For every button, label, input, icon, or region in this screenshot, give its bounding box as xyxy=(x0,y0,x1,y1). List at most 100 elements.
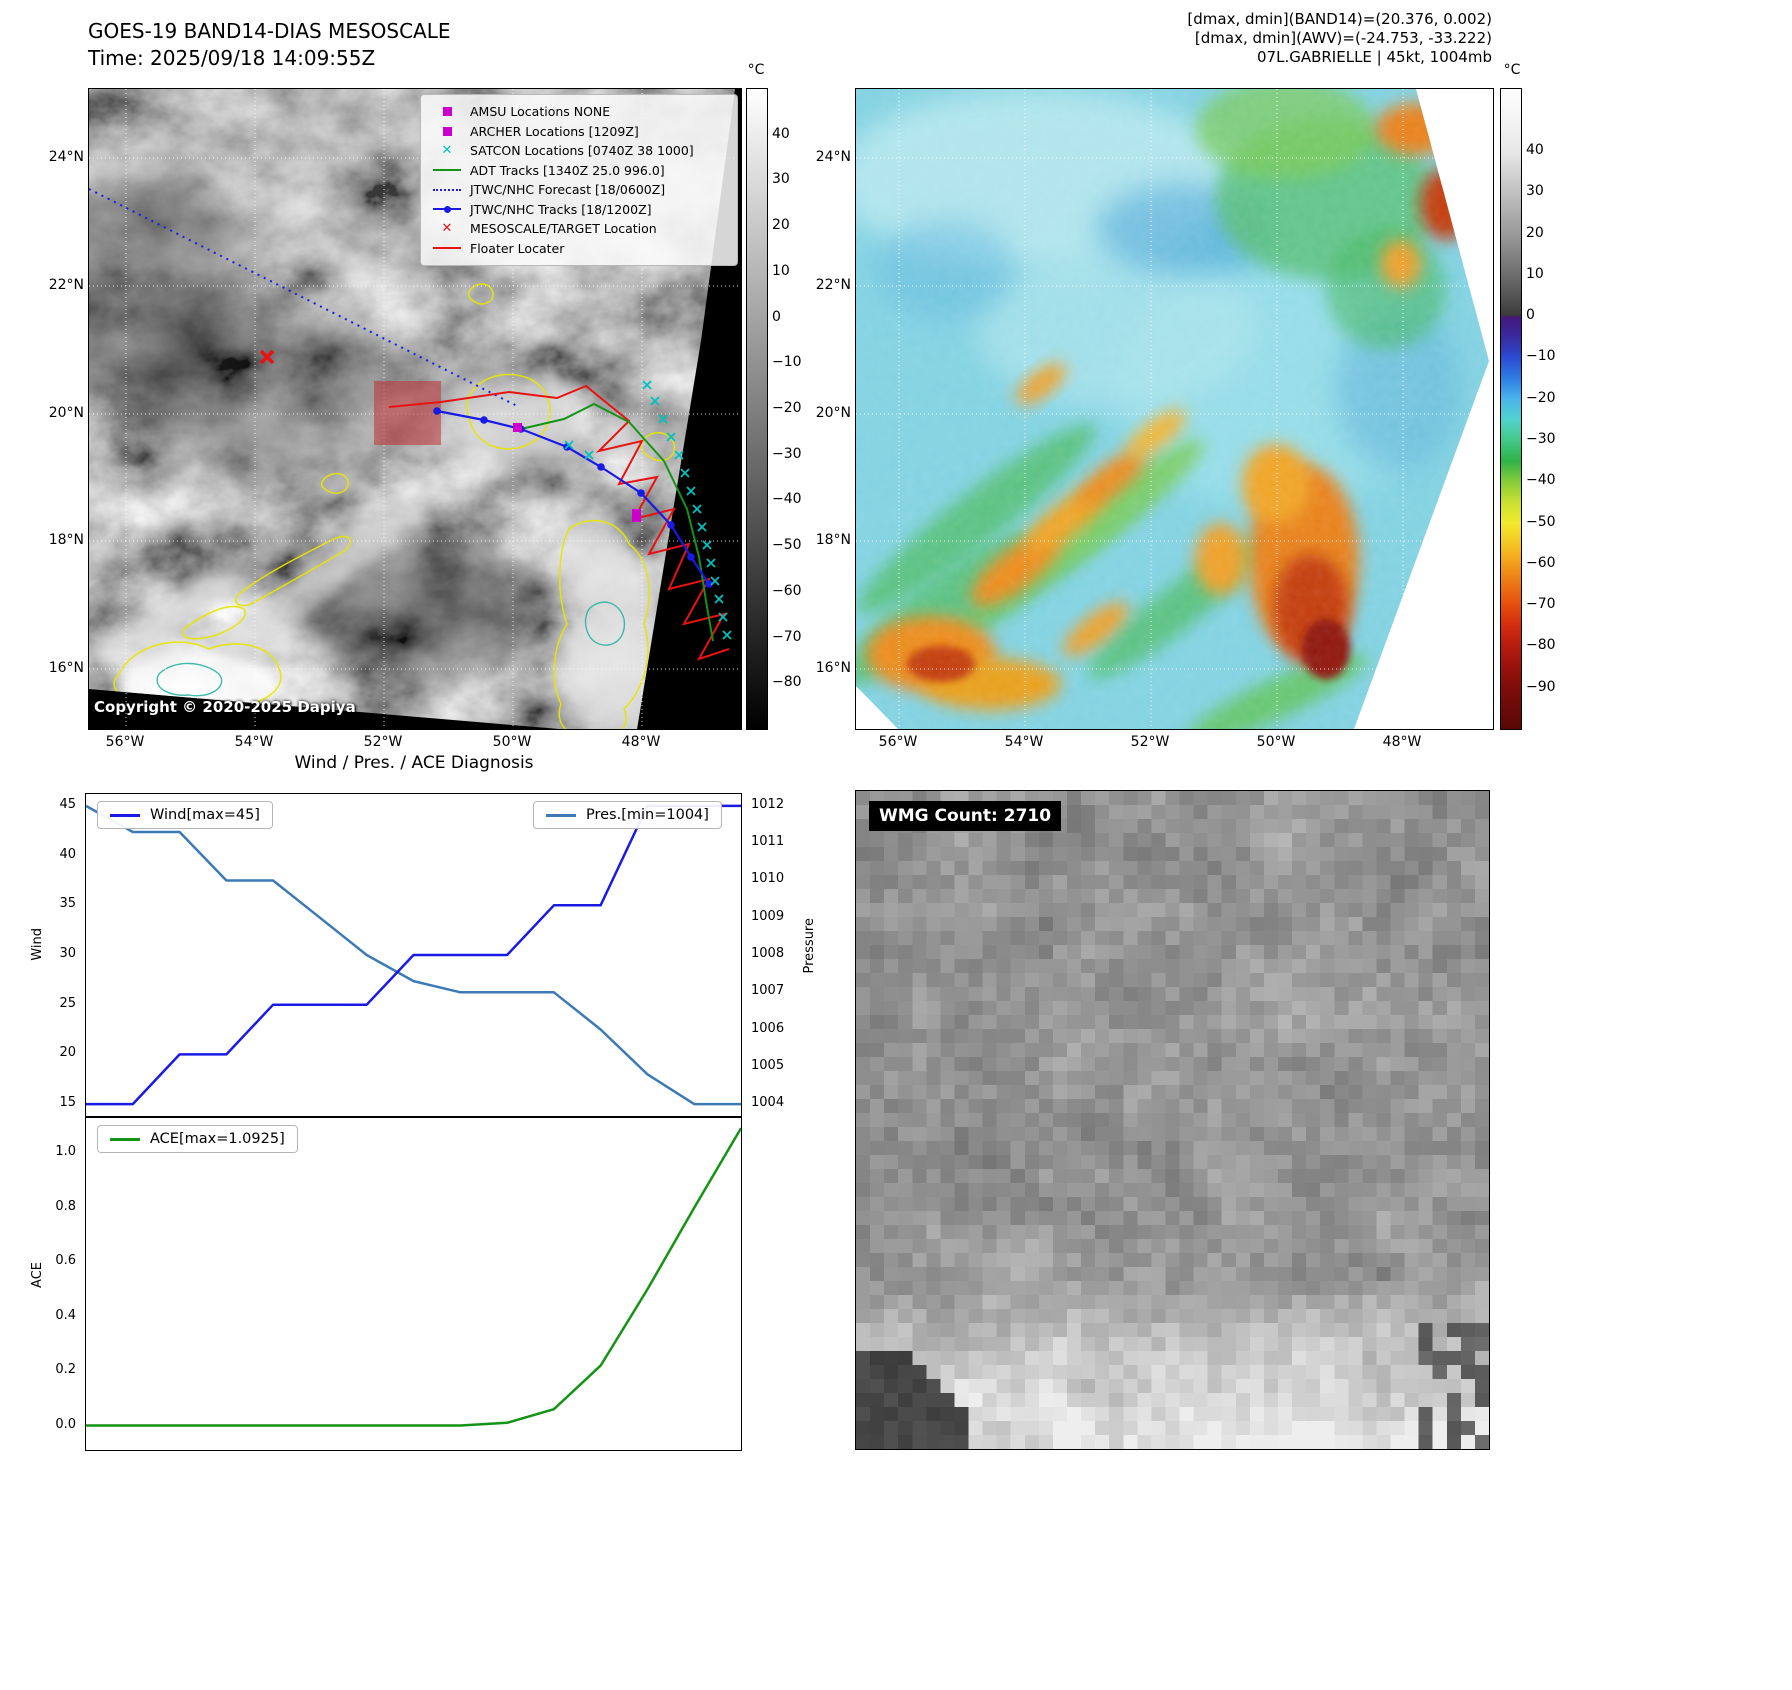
satcon-x-marker xyxy=(702,540,712,550)
pressure-tick-label: 1005 xyxy=(751,1057,785,1073)
x-marker-icon: ✕ xyxy=(441,221,453,237)
legend-label: JTWC/NHC Tracks [18/1200Z] xyxy=(470,201,652,217)
legend-line-icon xyxy=(110,1137,140,1141)
satcon-x-marker xyxy=(686,486,696,496)
legend-line-icon xyxy=(546,813,576,817)
colorbar-tick-label: 40 xyxy=(1526,141,1544,158)
wind-tick-label: 25 xyxy=(59,995,76,1011)
ace-tick-label: 0.2 xyxy=(55,1362,76,1378)
legend-label: JTWC/NHC Forecast [18/0600Z] xyxy=(470,182,666,198)
y-tick-label: 24°N xyxy=(48,149,84,165)
band14-time: Time: 2025/09/18 14:09:55Z xyxy=(88,46,376,70)
colorbar-tick-label: −70 xyxy=(772,628,802,645)
colorbar-tick-label: 20 xyxy=(772,217,790,234)
ace-tick-label: 0.0 xyxy=(55,1416,76,1432)
target-x-marker xyxy=(259,349,275,365)
storm-info: 07L.GABRIELLE | 45kt, 1004mb xyxy=(1257,48,1492,66)
wind-y-axis: 15 20 25 30 35 40 45 xyxy=(38,793,80,1115)
y-tick-label: 22°N xyxy=(48,277,84,293)
legend-item: Floater Locater xyxy=(431,239,727,259)
wind-tick-label: 45 xyxy=(59,796,76,812)
y-tick-label: 20°N xyxy=(48,405,84,421)
colorbar-tick-label: −10 xyxy=(772,354,802,371)
pressure-tick-label: 1007 xyxy=(751,983,785,999)
legend-label: MESOSCALE/TARGET Location xyxy=(470,221,657,237)
colorbar-tick-label: −30 xyxy=(1526,430,1556,447)
colorbar-tick-label: −70 xyxy=(1526,596,1556,613)
satcon-x-marker xyxy=(658,414,668,424)
colorbar-tick-label: −20 xyxy=(772,400,802,416)
ace-tick-label: 0.8 xyxy=(55,1198,76,1214)
colorbar-tick-label: −40 xyxy=(1526,472,1556,489)
dotted-marker-icon xyxy=(431,188,463,191)
colorbar-tick-label: −80 xyxy=(772,674,802,691)
track-overlays xyxy=(89,188,732,661)
x-tick-label: 50°W xyxy=(492,734,532,750)
y-tick-label: 22°N xyxy=(815,277,851,293)
pressure-tick-label: 1009 xyxy=(751,908,785,924)
jtwc-track-dot xyxy=(597,463,605,471)
satcon-x-marker xyxy=(722,630,732,640)
legend-item: AMSU Locations NONE xyxy=(431,102,727,122)
colorbar-tick-label: −60 xyxy=(772,582,802,599)
legend-label: SATCON Locations [0740Z 38 1000] xyxy=(470,143,694,159)
x-tick-label: 54°W xyxy=(234,734,274,750)
x-tick-label: 52°W xyxy=(1130,734,1170,750)
pressure-line xyxy=(86,804,741,1106)
legend-label: Floater Locater xyxy=(470,240,565,256)
ace-tick-label: 0.4 xyxy=(55,1307,76,1323)
legend-label: ACE[max=1.0925] xyxy=(150,1131,285,1147)
colorbar-tick-label: 30 xyxy=(1526,183,1544,200)
graticule xyxy=(856,89,1493,729)
legend-item: JTWC/NHC Tracks [18/1200Z] xyxy=(431,200,727,220)
pressure-tick-label: 1011 xyxy=(751,834,785,850)
x-tick-label: 54°W xyxy=(1004,734,1044,750)
pressure-legend: Pres.[min=1004] xyxy=(533,801,722,829)
colorbar-tick-label: 20 xyxy=(1526,224,1544,241)
colorbar-tick-label: −20 xyxy=(1526,389,1556,406)
satcon-x-marker xyxy=(706,558,716,568)
legend-label: AMSU Locations NONE xyxy=(470,104,611,120)
pressure-tick-label: 1004 xyxy=(751,1095,785,1111)
legend-item: ✕ SATCON Locations [0740Z 38 1000] xyxy=(431,141,727,161)
jtwc-track-dot xyxy=(433,407,441,415)
y-tick-label: 20°N xyxy=(815,405,851,421)
legend-item: ARCHER Locations [1209Z] xyxy=(431,122,727,142)
ace-legend: ACE[max=1.0925] xyxy=(97,1125,298,1153)
wmg-count-label: WMG Count: 2710 xyxy=(869,801,1062,831)
jtwc-track-dot xyxy=(687,553,695,561)
colorbar-tick-label: 10 xyxy=(1526,265,1544,282)
y-tick-label: 16°N xyxy=(815,660,851,676)
legend-item: ✕ MESOSCALE/TARGET Location xyxy=(431,219,727,239)
colorbar-tick-label: 0 xyxy=(1526,307,1535,324)
pressure-tick-label: 1012 xyxy=(751,796,785,812)
adt-track-line xyxy=(520,402,714,642)
awv-colorbar-unit: °C xyxy=(1503,62,1521,78)
satcon-x-marker xyxy=(584,450,594,460)
satcon-x-marker xyxy=(692,504,702,514)
wmg-image-panel xyxy=(855,790,1490,1450)
wind-pressure-plot xyxy=(86,804,741,1106)
jtwc-track-dot xyxy=(480,416,488,424)
legend-label: ARCHER Locations [1209Z] xyxy=(470,123,639,139)
legend-line-icon xyxy=(110,813,140,817)
square-marker-icon xyxy=(431,107,463,117)
awv-x-axis: 56°W 54°W 52°W 50°W 48°W xyxy=(855,734,1492,756)
colorbar-tick-label: −30 xyxy=(772,445,802,462)
archer-marker xyxy=(513,423,522,432)
inner-contours xyxy=(156,601,626,697)
satcon-x-marker xyxy=(666,432,676,442)
band14-x-axis: 56°W 54°W 52°W 50°W 48°W xyxy=(88,734,740,756)
line-marker-icon xyxy=(431,169,463,172)
wind-legend: Wind[max=45] xyxy=(97,801,273,829)
colorbar-tick-label: 40 xyxy=(772,125,790,142)
jtwc-track-dot xyxy=(705,580,713,588)
ace-tick-label: 1.0 xyxy=(55,1144,76,1160)
awv-header: [dmax, dmin](BAND14)=(20.376, 0.002) [dm… xyxy=(1000,10,1492,67)
colorbar-tick-label: −50 xyxy=(772,537,802,554)
ace-y-label: ACE xyxy=(30,1262,45,1288)
x-tick-label: 56°W xyxy=(878,734,918,750)
pressure-tick-label: 1008 xyxy=(751,946,785,961)
satcon-x-marker xyxy=(710,576,720,586)
satcon-x-marker xyxy=(697,522,707,532)
